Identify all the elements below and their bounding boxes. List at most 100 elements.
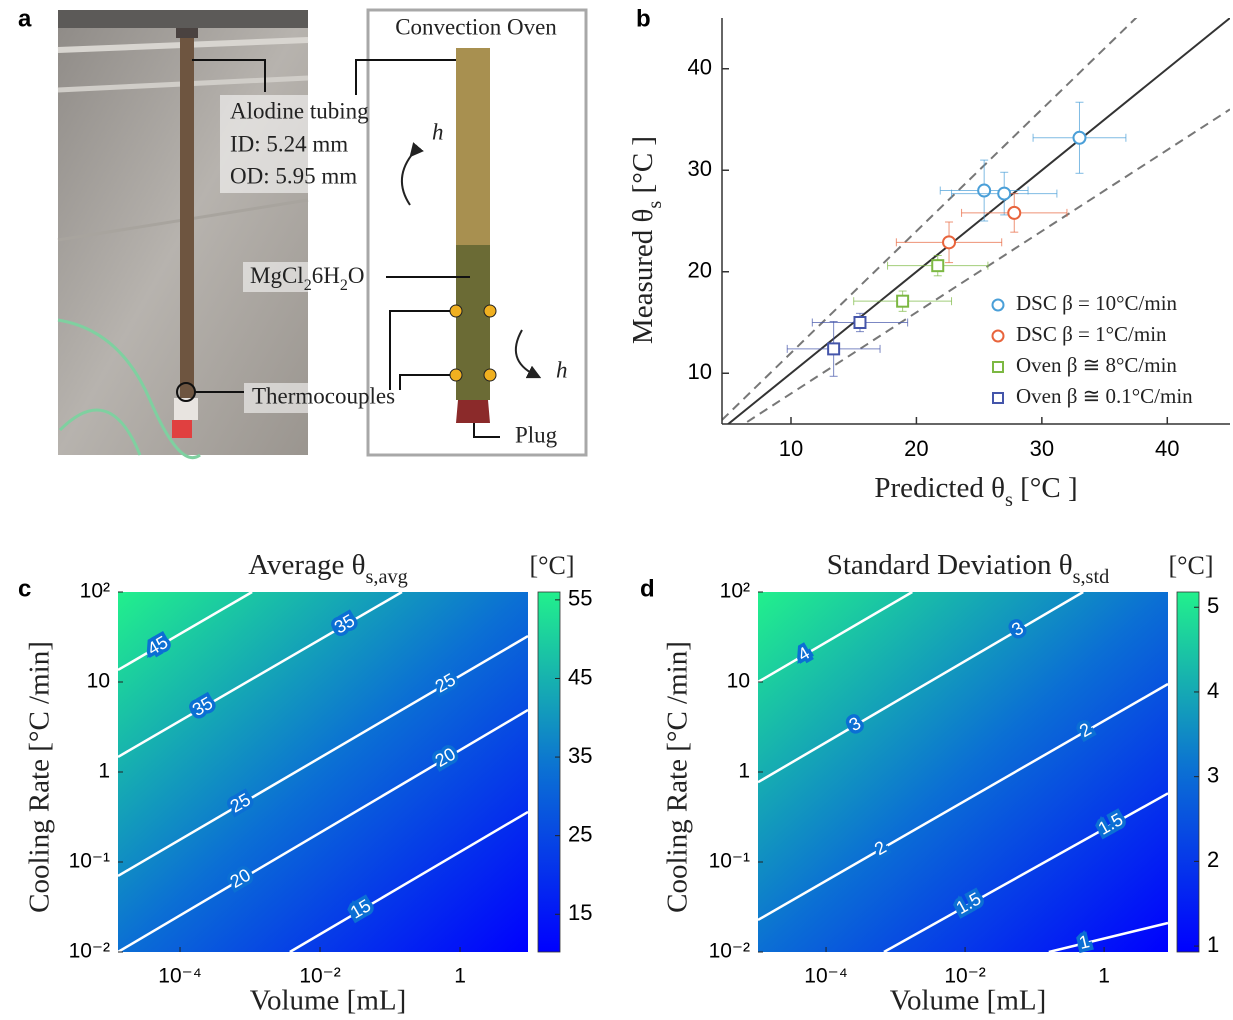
photo bbox=[57, 10, 424, 460]
oven-diagram bbox=[355, 8, 588, 457]
chart-title-part: Average θ bbox=[248, 549, 365, 581]
panel-label: b bbox=[636, 5, 651, 32]
colorbar-tick-label: 3 bbox=[1207, 762, 1219, 787]
colorbar-label: [°C] bbox=[1168, 551, 1213, 580]
x-axis-label-part: [°C ] bbox=[1013, 472, 1078, 504]
y-tick-label: 10 bbox=[727, 670, 750, 693]
y-axis-label-part: s bbox=[644, 201, 666, 209]
colorbar-tick-label: 25 bbox=[568, 821, 592, 846]
contour-line bbox=[117, 590, 253, 672]
contour-line bbox=[117, 708, 529, 954]
plug-label: Plug bbox=[515, 422, 558, 447]
y-tick-label: 10² bbox=[720, 580, 750, 603]
y-tick-label: 30 bbox=[688, 156, 712, 181]
y-tick-label: 10² bbox=[80, 580, 110, 603]
x-tick-label: 10⁻² bbox=[944, 965, 985, 988]
chart-title-part: s,std bbox=[1073, 566, 1110, 588]
chart-title: Average θs,avg bbox=[248, 549, 407, 588]
contour-line bbox=[117, 590, 403, 759]
tubing-label: Alodine tubing bbox=[230, 98, 369, 123]
colorbar bbox=[537, 591, 561, 953]
data-point bbox=[1072, 130, 1087, 145]
y-axis-label: Cooling Rate [°C /min] bbox=[662, 641, 694, 913]
y-tick-label: 10⁻¹ bbox=[709, 850, 750, 873]
salt-part: 6H bbox=[312, 263, 340, 288]
x-tick-label: 10 bbox=[779, 436, 803, 461]
legend-marker bbox=[991, 329, 1005, 343]
y-tick-label: 1 bbox=[98, 760, 110, 783]
y-axis-label: Measured θs [°C ] bbox=[627, 136, 666, 344]
legend-marker bbox=[992, 392, 1004, 404]
x-tick-label: 10⁻² bbox=[299, 965, 340, 988]
thermocouples-label: Thermocouples bbox=[252, 383, 395, 408]
colorbar-tick-label: 35 bbox=[568, 743, 592, 768]
x-tick-label: 10⁻⁴ bbox=[158, 965, 201, 988]
data-point bbox=[896, 294, 910, 308]
colorbar-label: [°C] bbox=[529, 551, 574, 580]
chart-title-part: Standard Deviation θ bbox=[827, 549, 1073, 581]
data-point bbox=[931, 259, 945, 273]
data-point bbox=[827, 342, 841, 356]
reference-line bbox=[742, 108, 1230, 424]
x-tick-label: 1 bbox=[454, 965, 466, 988]
x-axis-label-part: s bbox=[1005, 489, 1013, 511]
heat-symbol: h bbox=[432, 119, 444, 144]
oven-title: Convection Oven bbox=[395, 14, 557, 39]
chart-title: Standard Deviation θs,std bbox=[827, 549, 1109, 588]
contour-line bbox=[757, 682, 1169, 922]
colorbar-tick-label: 4 bbox=[1207, 678, 1219, 703]
x-tick-label: 40 bbox=[1155, 436, 1179, 461]
y-tick-label: 1 bbox=[738, 760, 750, 783]
y-tick-label: 10⁻² bbox=[709, 940, 750, 963]
colorbar-tick-label: 1 bbox=[1207, 932, 1219, 957]
tubing-od: OD: 5.95 mm bbox=[230, 163, 357, 188]
data-point bbox=[977, 183, 992, 198]
reference-line bbox=[726, 18, 1230, 424]
x-axis-label: Volume [mL] bbox=[250, 985, 407, 1017]
data-point bbox=[997, 186, 1012, 201]
heatmap bbox=[118, 592, 528, 952]
legend-label: DSC β = 10°C/min bbox=[1016, 291, 1178, 315]
y-axis-label-part: [°C ] bbox=[627, 136, 659, 201]
colorbar-tick-label: 45 bbox=[568, 664, 592, 689]
data-point bbox=[1007, 205, 1022, 220]
legend-label: Oven β ≅ 8°C/min bbox=[1016, 353, 1177, 377]
x-tick-label: 1 bbox=[1098, 965, 1110, 988]
legend-label: Oven β ≅ 0.1°C/min bbox=[1016, 384, 1193, 408]
salt-part: O bbox=[348, 263, 365, 288]
x-tick-label: 10⁻⁴ bbox=[804, 965, 847, 988]
x-tick-label: 20 bbox=[904, 436, 928, 461]
y-tick-label: 40 bbox=[688, 55, 712, 80]
x-axis-label: Predicted θs [°C ] bbox=[874, 472, 1077, 511]
colorbar-tick-label: 5 bbox=[1207, 593, 1219, 618]
contour-line bbox=[1048, 921, 1169, 954]
y-tick-label: 10⁻¹ bbox=[69, 850, 110, 873]
tubing-id: ID: 5.24 mm bbox=[230, 131, 348, 156]
contour-line bbox=[757, 590, 1084, 784]
y-axis-label-part: Measured θ bbox=[627, 209, 659, 344]
contour-line bbox=[117, 634, 529, 878]
legend-label: DSC β = 1°C/min bbox=[1016, 322, 1167, 346]
x-axis-label-part: Predicted θ bbox=[874, 472, 1005, 504]
x-axis-label: Volume [mL] bbox=[890, 985, 1047, 1017]
heatmap bbox=[758, 592, 1168, 952]
heat-symbol: h bbox=[556, 357, 568, 382]
panel-label: c bbox=[18, 575, 31, 602]
x-tick-label: 30 bbox=[1030, 436, 1054, 461]
colorbar-tick-label: 55 bbox=[568, 586, 592, 611]
panel-label: a bbox=[18, 5, 32, 32]
salt-part: 2 bbox=[340, 277, 348, 294]
contour-line bbox=[757, 590, 913, 684]
salt-label: MgCl26H2O bbox=[250, 263, 364, 294]
y-tick-label: 10 bbox=[87, 670, 110, 693]
legend-marker bbox=[991, 298, 1005, 312]
colorbar-tick-label: 2 bbox=[1207, 847, 1219, 872]
data-point bbox=[942, 235, 957, 250]
y-axis-label: Cooling Rate [°C /min] bbox=[24, 641, 56, 913]
y-tick-label: 10⁻² bbox=[69, 940, 110, 963]
salt-part: MgCl bbox=[250, 263, 304, 288]
y-tick-label: 20 bbox=[688, 258, 712, 283]
y-tick-label: 10 bbox=[688, 359, 712, 384]
